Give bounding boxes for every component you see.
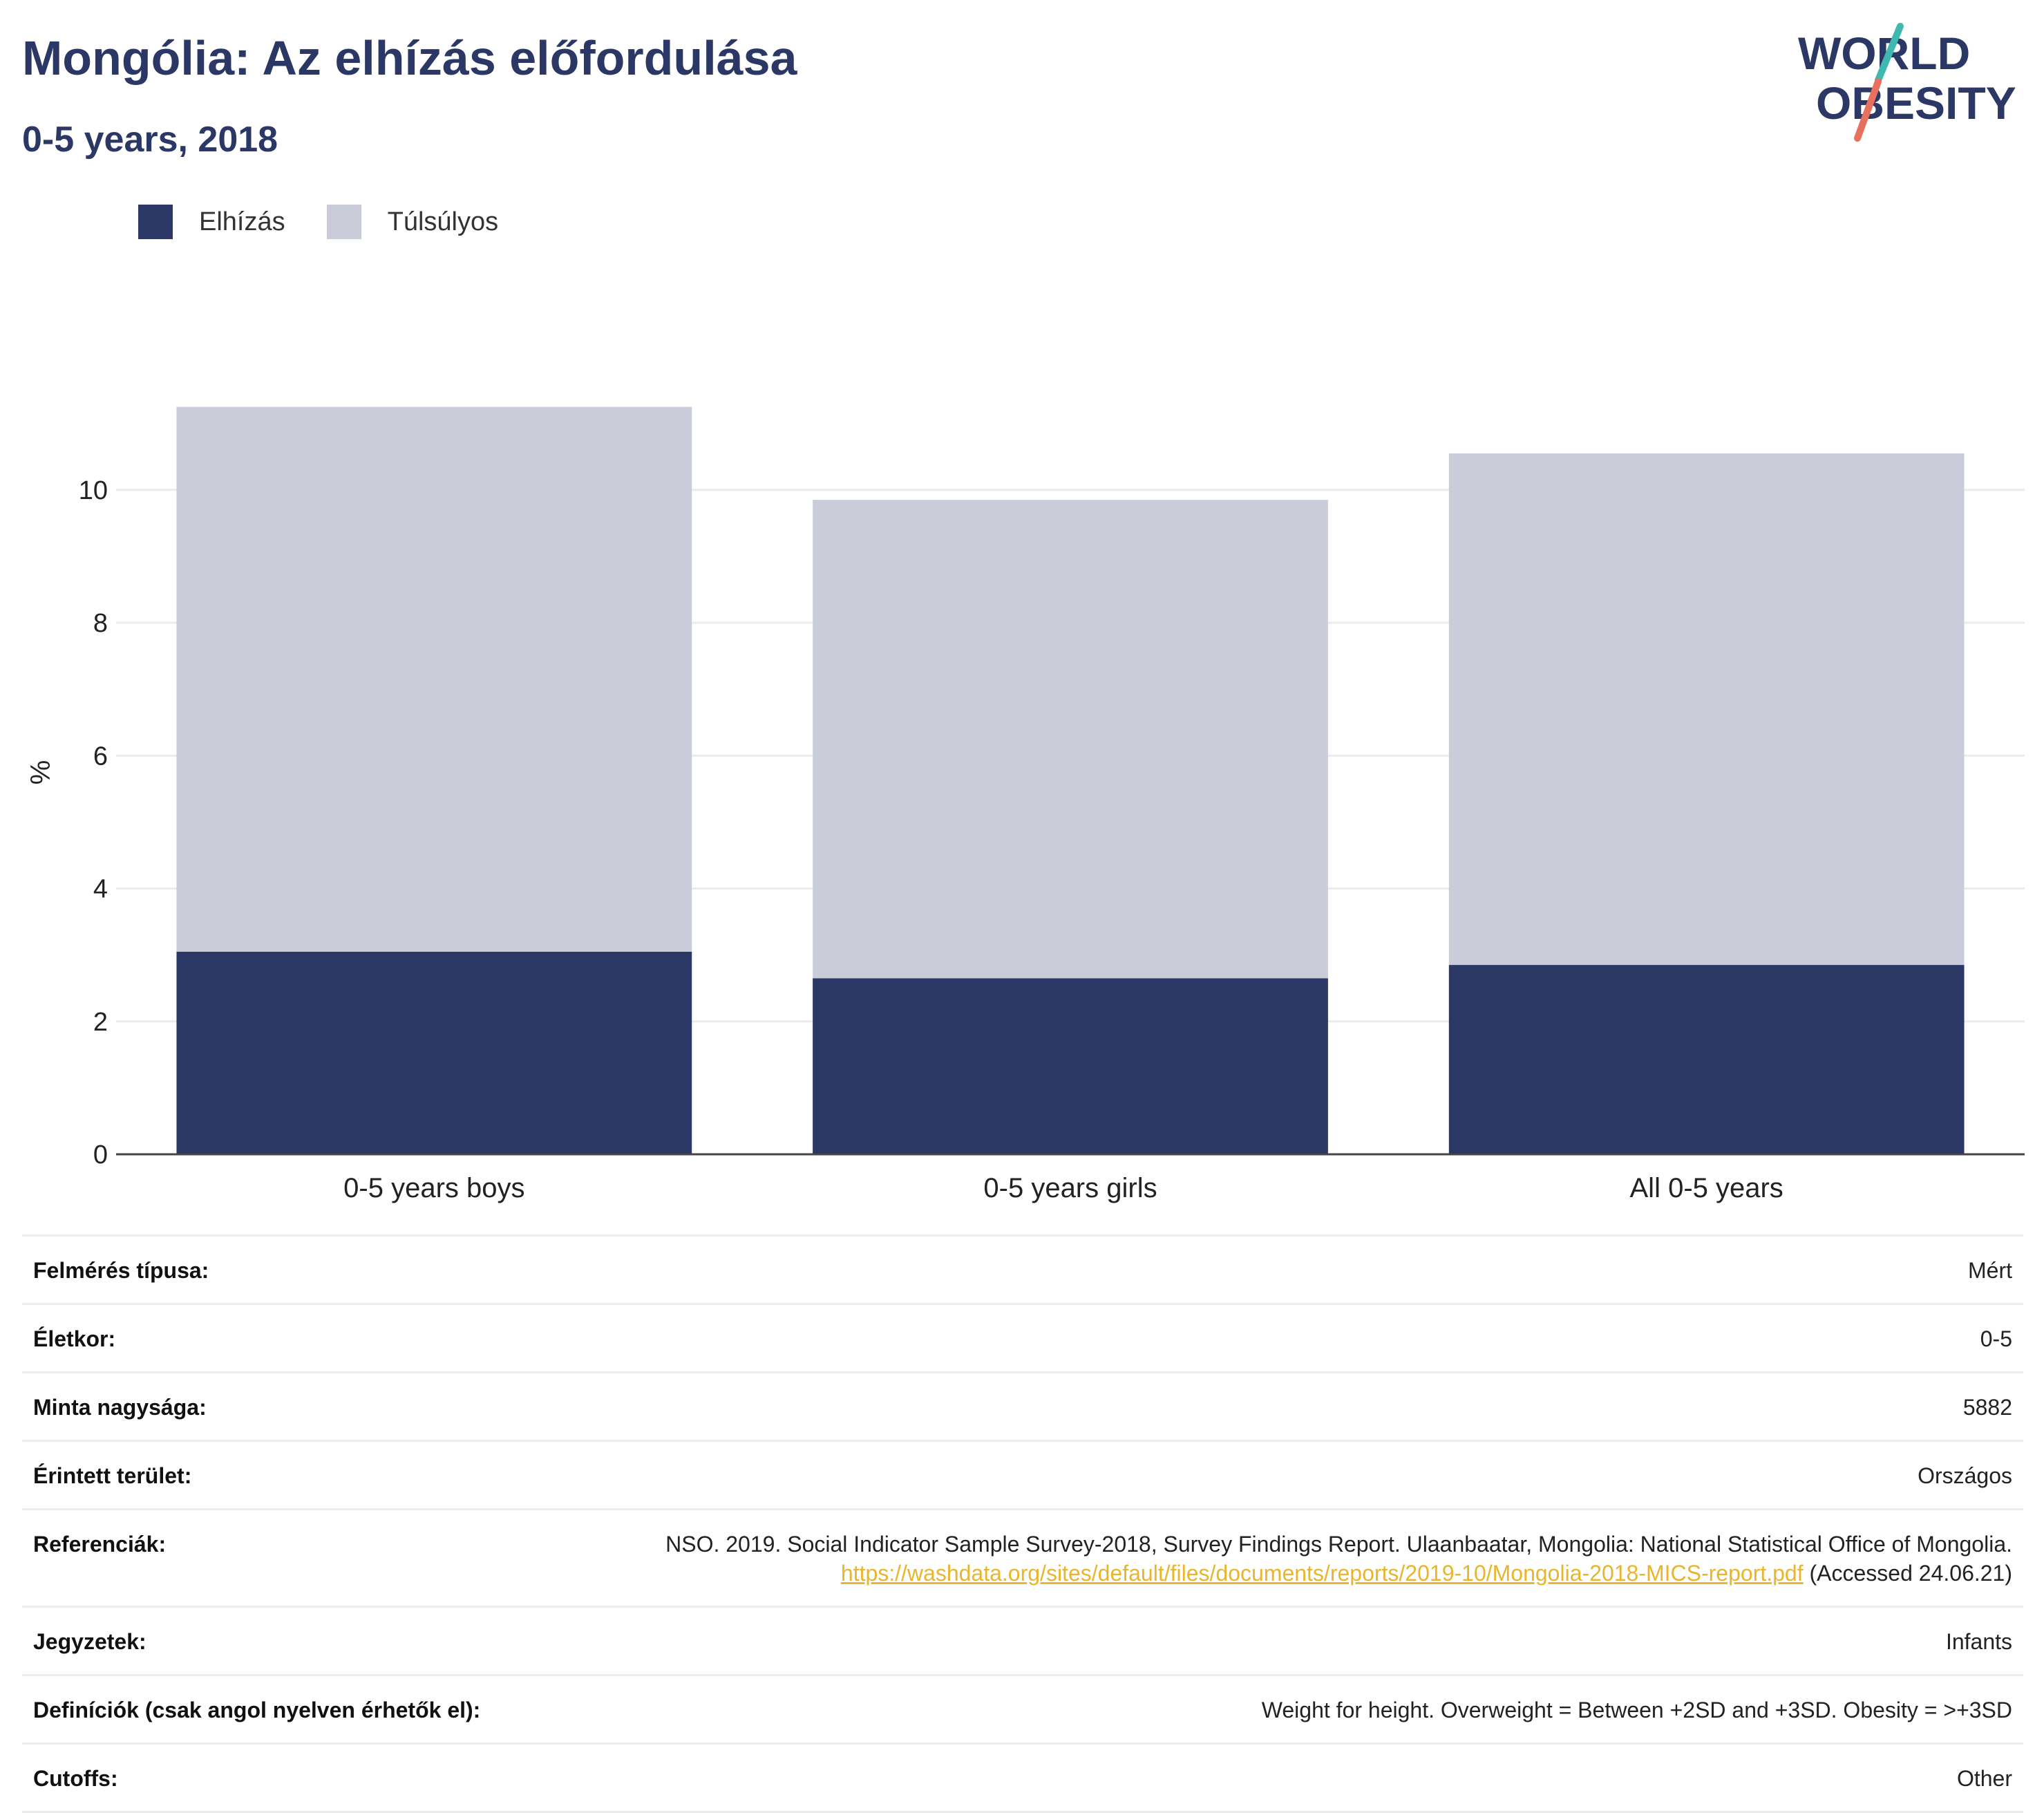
bar-obesity-2[interactable] [1448,965,1965,1154]
info-row: Felmérés típusa: Mért [22,1234,2023,1304]
bar-obesity-1[interactable] [813,978,1328,1154]
y-axis-label: % [26,760,56,785]
page-subtitle: 0-5 years, 2018 [22,120,278,160]
info-key: Definíciók (csak angol nyelven érhetők e… [22,1674,569,1744]
logo-teal-slash [1875,23,1904,84]
info-key: Jegyzetek: [22,1606,569,1675]
logo-coral-slash [1854,78,1882,142]
info-key: Referenciák: [22,1508,569,1607]
legend-swatch [326,205,361,239]
chart-legend: Elhízás Túlsúlyos [138,205,540,239]
info-row: Életkor: 0-5 [22,1303,2023,1373]
legend-label: Elhízás [199,207,285,236]
y-tick-label: 4 [93,875,108,904]
legend-item-1[interactable]: Túlsúlyos [326,205,499,239]
world-obesity-logo: WORLD OBESITY [1798,23,2016,142]
y-tick-label: 6 [93,742,108,771]
x-tick-label: All 0-5 years [1630,1173,1783,1203]
info-key: Életkor: [22,1303,569,1373]
y-tick-label: 0 [93,1140,108,1169]
info-value: Other [569,1742,2023,1813]
y-tick-label: 10 [79,476,108,505]
bar-overweight-0[interactable] [176,406,692,952]
info-value: Mért [569,1234,2023,1304]
stacked-bar-chart: 0 2 4 6 8 10% 0-5 years boys 0-5 years girls All… [26,406,2025,1203]
survey-info-table: Felmérés típusa: Mért Életkor: 0-5 Minta nag… [22,1234,2023,1813]
info-row: Referenciák: NSO. 2019. Social Indicator … [22,1508,2023,1607]
legend-label: Túlsúlyos [387,207,499,236]
info-key: Érintett terület: [22,1440,569,1510]
info-value: NSO. 2019. Social Indicator Sample Surve… [569,1508,2023,1607]
info-key: Minta nagysága: [22,1371,569,1441]
info-value: Országos [569,1440,2023,1510]
info-value: 0-5 [569,1303,2023,1373]
info-value: 5882 [569,1371,2023,1441]
info-row: Érintett terület: Országos [22,1440,2023,1510]
page-title: Mongólia: Az elhízás előfordulása [22,31,797,85]
info-row: Definíciók (csak angol nyelven érhetők e… [22,1674,2023,1744]
info-value: Weight for height. Overweight = Between … [569,1674,2023,1744]
info-key: Cutoffs: [22,1742,569,1813]
x-tick-label: 0-5 years girls [983,1173,1157,1203]
x-tick-label: 0-5 years boys [343,1173,524,1203]
logo-text-obesity: OBESITY [1816,77,2016,129]
info-row: Cutoffs: Other [22,1742,2023,1813]
reference-link[interactable]: https://washdata.org/sites/default/files… [840,1561,1804,1586]
legend-item-0[interactable]: Elhízás [138,205,285,239]
y-tick-label: 8 [93,609,108,638]
info-value: Infants [569,1606,2023,1675]
info-row: Minta nagysága: 5882 [22,1371,2023,1441]
legend-swatch [138,205,173,239]
info-row: Jegyzetek: Infants [22,1606,2023,1675]
info-key: Felmérés típusa: [22,1234,569,1304]
bar-overweight-1[interactable] [813,500,1328,979]
y-tick-label: 2 [93,1008,108,1037]
bar-obesity-0[interactable] [176,951,692,1154]
bar-overweight-2[interactable] [1448,453,1965,966]
